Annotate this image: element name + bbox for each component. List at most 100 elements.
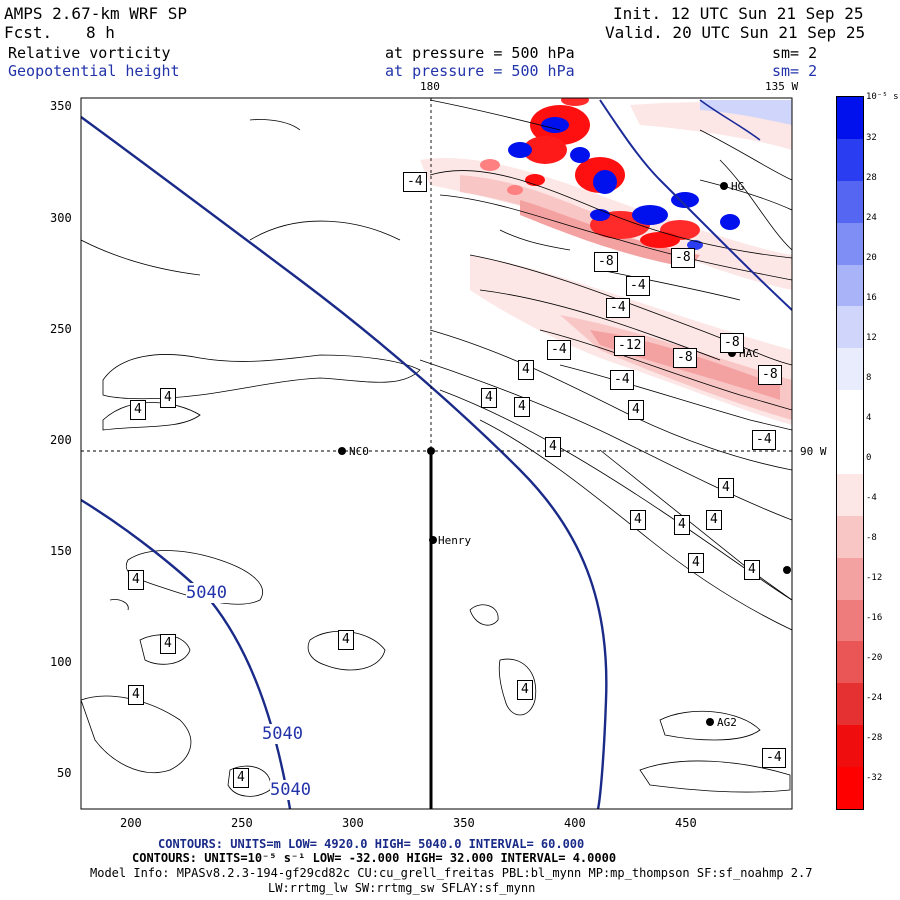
x-tick: 250 (231, 816, 253, 830)
colorbar-label: 0 (866, 453, 872, 463)
init-time: Init. 12 UTC Sun 21 Sep 25 (613, 4, 864, 23)
colorbar-swatch (837, 725, 863, 768)
x-tick: 350 (453, 816, 475, 830)
station-pole-marker (427, 447, 435, 455)
vorticity-label-negative: -12 (614, 336, 646, 356)
colorbar-swatch (837, 306, 863, 349)
height-label: 5040 (270, 780, 311, 800)
model-title: AMPS 2.67-km WRF SP (4, 4, 188, 23)
vorticity-label-positive: 4 (517, 680, 533, 700)
colorbar-label: -20 (866, 653, 883, 663)
vorticity-label-positive: 4 (706, 510, 722, 530)
field2-level: at pressure = 500 hPa (385, 62, 575, 80)
vorticity-label-negative: -4 (626, 276, 650, 296)
vorticity-label-negative: -8 (673, 348, 697, 368)
colorbar-label: 12 (866, 333, 877, 343)
x-tick: 400 (564, 816, 586, 830)
lon-label-180: 180 (420, 80, 440, 93)
colorbar-swatch (837, 348, 863, 391)
colorbar-label: 4 (866, 413, 872, 423)
vorticity-label-negative: -8 (758, 365, 782, 385)
field2-smoothing: sm= 2 (772, 62, 818, 80)
vorticity-label-positive: 4 (674, 515, 690, 535)
colorbar-label: 28 (866, 173, 877, 183)
vorticity-label-positive: 4 (518, 360, 534, 380)
colorbar-unit: 10⁻⁵ s⁻¹ (866, 92, 900, 102)
vorticity-label-positive: 4 (338, 630, 354, 650)
footer-height-contours: CONTOURS: UNITS=m LOW= 4920.0 HIGH= 5040… (158, 837, 585, 851)
vorticity-contours (81, 99, 792, 797)
colorbar-swatch (837, 683, 863, 726)
station-nco-marker (338, 447, 346, 455)
footer-vorticity-contours: CONTOURS: UNITS=10⁻⁵ s⁻¹ LOW= -32.000 HI… (132, 851, 617, 865)
vorticity-label-positive: 4 (630, 510, 646, 530)
colorbar-swatch (837, 432, 863, 475)
colorbar-label: -16 (866, 613, 883, 623)
y-tick: 50 (57, 766, 72, 780)
lon-label-90w: 90 W (800, 445, 827, 458)
station-henry-label: Henry (438, 534, 472, 547)
colorbar-swatch (837, 599, 863, 642)
vorticity-label-negative: -8 (720, 333, 744, 353)
lon-label-135w: 135 W (765, 80, 799, 93)
colorbar-label: -32 (866, 773, 883, 783)
colorbar-label: -28 (866, 733, 883, 743)
map-fields (81, 98, 792, 809)
vorticity-label-negative: -8 (671, 248, 695, 268)
x-tick: 450 (675, 816, 697, 830)
colorbar-label: -12 (866, 573, 883, 583)
y-tick: 300 (50, 211, 72, 225)
valid-time: Valid. 20 UTC Sun 21 Sep 25 (605, 23, 866, 42)
vorticity-label-positive: 4 (744, 560, 760, 580)
y-tick: 250 (50, 322, 72, 336)
colorbar (836, 96, 864, 810)
forecast-hour: 8 h (86, 23, 115, 42)
height-contours (81, 116, 608, 809)
vorticity-label-positive: 4 (160, 634, 176, 654)
colorbar-swatch (837, 767, 863, 810)
station-hg-label: HG (731, 180, 745, 193)
field1-smoothing: sm= 2 (772, 44, 818, 62)
vorticity-label-positive: 4 (233, 768, 249, 788)
colorbar-label: -8 (866, 533, 877, 543)
field1-name: Relative vorticity (8, 44, 171, 62)
vorticity-label-positive: 4 (628, 400, 644, 420)
footer-model-info: Model Info: MPASv8.2.3-194-gf29cd82c CU:… (90, 866, 813, 880)
colorbar-label: 32 (866, 133, 877, 143)
colorbar-swatch (837, 473, 863, 517)
height-label: 5040 (262, 724, 303, 744)
station-henry-marker (429, 536, 437, 544)
vorticity-label-negative: -4 (762, 748, 786, 768)
vorticity-label-positive: 4 (160, 388, 176, 408)
colorbar-label: -4 (866, 493, 877, 503)
colorbar-label: 20 (866, 253, 877, 263)
colorbar-label: -24 (866, 693, 883, 703)
y-tick: 100 (50, 655, 72, 669)
y-tick: 150 (50, 544, 72, 558)
vorticity-label-negative: -4 (606, 298, 630, 318)
colorbar-swatch (837, 557, 863, 601)
y-tick: 200 (50, 433, 72, 447)
colorbar-label: 24 (866, 213, 877, 223)
vorticity-label-positive: 4 (481, 388, 497, 408)
vorticity-label-positive: 4 (514, 397, 530, 417)
footer-physics: LW:rrtmg_lw SW:rrtmg_sw SFLAY:sf_mynn (268, 881, 536, 895)
vorticity-label-positive: 4 (545, 437, 561, 457)
y-tick: 350 (50, 99, 72, 113)
colorbar-swatch (837, 641, 863, 684)
forecast-label: Fcst. (4, 23, 53, 42)
vorticity-label-positive: 4 (718, 478, 734, 498)
station-ag2-label: AG2 (717, 716, 737, 729)
station-hg-marker (720, 182, 728, 190)
station-ag2-marker (706, 718, 714, 726)
colorbar-swatch (837, 180, 863, 224)
vorticity-label-negative: -4 (403, 172, 427, 192)
station-hac-label: HAC (739, 347, 759, 360)
x-tick: 300 (342, 816, 364, 830)
colorbar-swatch (837, 138, 863, 182)
colorbar-label: 8 (866, 373, 872, 383)
vorticity-label-positive: 4 (688, 553, 704, 573)
vorticity-label-negative: -4 (610, 370, 634, 390)
plot-frame (80, 97, 793, 810)
vorticity-label-positive: 4 (130, 400, 146, 420)
